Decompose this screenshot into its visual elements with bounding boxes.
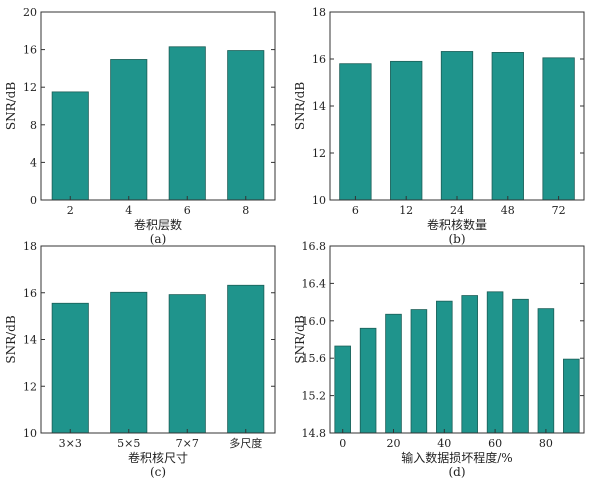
- panel-label: (d): [448, 465, 465, 479]
- chart-panel-1: 2 4 6 8 0 4 8 12 16 20 SNR/dB 卷积层数(a): [4, 6, 276, 246]
- bar: [168, 46, 206, 201]
- bar: [51, 302, 89, 434]
- x-axis-label: 卷积层数: [134, 217, 182, 232]
- bar: [51, 91, 89, 201]
- bar: [390, 60, 423, 201]
- x-tick-label: 5×5: [117, 437, 140, 450]
- y-tick-label: 0: [30, 194, 37, 207]
- y-tick-label: 18: [23, 240, 37, 253]
- bar: [440, 51, 474, 201]
- y-tick-label: 15.2: [302, 390, 327, 403]
- y-tick-label: 10: [23, 427, 37, 440]
- x-tick-label: 3×3: [59, 437, 82, 450]
- y-tick-label: 12: [312, 147, 326, 160]
- x-tick-label: 80: [539, 437, 553, 450]
- y-tick-label: 14: [23, 334, 37, 347]
- y-tick-label: 4: [30, 156, 37, 169]
- bar: [110, 59, 148, 201]
- y-tick-label: 12: [23, 380, 37, 393]
- x-tick-label: 7×7: [176, 437, 199, 450]
- bar: [491, 52, 524, 201]
- y-tick-label: 16: [23, 44, 37, 57]
- x-axis-label: 输入数据损坏程度/%: [401, 450, 512, 465]
- x-tick-label: 12: [399, 204, 413, 217]
- bar: [486, 291, 504, 434]
- bar: [227, 50, 265, 201]
- y-tick-label: 16.8: [302, 240, 327, 253]
- y-tick-label: 18: [312, 6, 326, 19]
- chart-panel-4: 0 20 40 60 80 14.8 15.2 15.6 16.0 16.4 16.8 SNR/dB 输…: [293, 240, 585, 479]
- x-tick-label: 24: [450, 204, 464, 217]
- bar: [359, 327, 377, 434]
- x-tick-label: 2: [67, 204, 74, 217]
- bar: [537, 308, 555, 434]
- x-axis-label: 卷积核尺寸: [128, 450, 188, 465]
- bar: [110, 291, 148, 434]
- x-tick-label: 4: [125, 204, 132, 217]
- bar: [512, 298, 529, 434]
- x-tick-label: 60: [488, 437, 502, 450]
- y-tick-label: 8: [30, 119, 37, 132]
- x-axis-label: 卷积核数量: [427, 217, 487, 232]
- x-tick-label: 72: [552, 204, 566, 217]
- panel-label: (b): [448, 232, 465, 246]
- plot-frame: [40, 11, 276, 201]
- y-axis-label: SNR/dB: [4, 82, 18, 130]
- x-tick-label: 20: [387, 437, 401, 450]
- panel-label: (c): [150, 465, 166, 479]
- x-tick-label: 40: [437, 437, 451, 450]
- x-tick-label: 多尺度: [229, 436, 262, 450]
- bar: [227, 284, 265, 434]
- x-tick-label: 6: [352, 204, 359, 217]
- y-tick-label: 16: [312, 53, 326, 66]
- x-tick-label: 6: [184, 204, 191, 217]
- bar: [542, 57, 575, 201]
- y-tick-label: 20: [23, 6, 37, 19]
- bar: [385, 313, 402, 434]
- y-tick-label: 14.8: [302, 427, 327, 440]
- bar: [334, 345, 351, 434]
- bar: [563, 358, 580, 434]
- y-axis-label: SNR/dB: [293, 315, 307, 363]
- y-axis-label: SNR/dB: [4, 315, 18, 363]
- y-tick-label: 16.0: [302, 315, 327, 328]
- x-tick-label: 48: [501, 204, 515, 217]
- y-tick-label: 12: [23, 81, 37, 94]
- bar: [168, 294, 206, 434]
- chart-panel-3: 3×3 5×5 7×7 多尺度 10 12 14 16 18 SNR/dB 卷积核尺寸(c): [4, 240, 276, 479]
- chart-panel-2: 6 12 24 48 72 10 12 14 16 18 SNR/dB 卷积核数量(b): [293, 6, 585, 246]
- y-axis-label: SNR/dB: [293, 82, 307, 130]
- y-tick-label: 14: [312, 100, 326, 113]
- bar: [339, 63, 372, 201]
- x-tick-label: 0: [339, 437, 346, 450]
- y-tick-label: 16.4: [302, 277, 327, 290]
- y-tick-label: 16: [23, 287, 37, 300]
- x-tick-label: 8: [242, 204, 249, 217]
- bar: [410, 309, 428, 434]
- y-tick-label: 10: [312, 194, 326, 207]
- panel-label: (a): [150, 232, 167, 246]
- y-tick-label: 15.6: [302, 352, 327, 365]
- plot-frame: [329, 245, 585, 434]
- bar: [436, 300, 453, 434]
- bar: [461, 295, 478, 434]
